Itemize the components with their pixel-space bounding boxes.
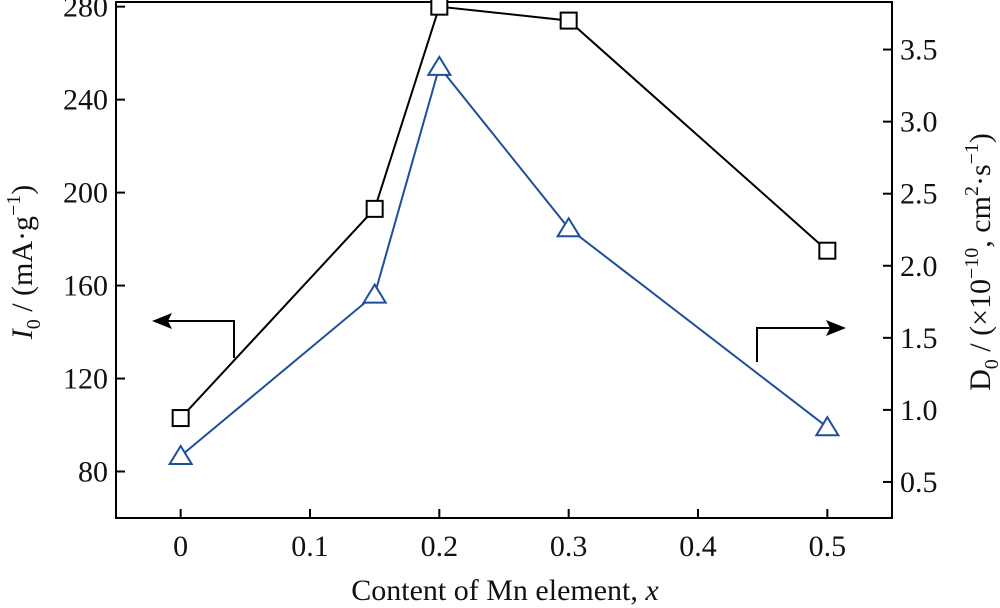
arrow-right-line <box>756 327 830 362</box>
y-left-sub: 0 <box>23 319 45 329</box>
series-1 <box>171 0 837 428</box>
y-left-tick-label: 200 <box>63 177 108 210</box>
data-point-triangle <box>361 282 388 304</box>
y-left-sup: −1 <box>3 195 25 216</box>
x-axis-title: Content of Mn element, x <box>351 574 659 607</box>
y-right-b: , cm <box>964 196 997 248</box>
x-axis-title-var: x <box>644 574 659 607</box>
y-axis-left-title: I0 / (mA·g−1) <box>3 185 45 341</box>
y-right-sup1: −10 <box>961 248 983 279</box>
plot-border <box>115 1 893 519</box>
y-right-tick-label: 1.5 <box>900 322 938 355</box>
y-axis-left: 80 120 160 200 240 280 <box>63 0 125 489</box>
y-right-c: ·s <box>964 164 997 186</box>
arrow-left-head <box>152 313 172 329</box>
series-2 <box>167 54 841 466</box>
y-right-d: ) <box>964 133 997 143</box>
x-tick-label: 0.1 <box>291 530 329 563</box>
x-axis-title-main: Content of Mn element, <box>351 574 645 607</box>
data-point-square <box>171 409 190 428</box>
y-right-sup3: −1 <box>961 143 983 164</box>
y-right-tick-label: 2.5 <box>900 178 938 211</box>
plot-frame <box>115 1 893 519</box>
arrow-right-head <box>826 320 846 336</box>
data-point-square <box>365 199 384 218</box>
data-point-square <box>430 0 449 16</box>
y-left-sym: I <box>6 327 39 340</box>
data-point-square <box>818 241 837 260</box>
y-left-tick-label: 280 <box>63 0 108 24</box>
annotations <box>152 313 846 362</box>
data-point-triangle <box>814 415 841 437</box>
y-right-tick-label: 3.0 <box>900 106 938 139</box>
data-point-triangle <box>426 54 453 76</box>
data-point-triangle <box>555 216 582 238</box>
y-right-tick-label: 3.5 <box>900 34 938 67</box>
y-axis-right-title: D0 / (×10−10, cm2·s−1) <box>961 133 1000 391</box>
series-line <box>179 5 828 419</box>
y-right-sym: D <box>964 369 997 391</box>
y-left-tick-label: 160 <box>63 270 108 303</box>
series-layer <box>167 0 841 466</box>
y-right-a: / (×10 <box>964 279 997 359</box>
x-tick-label: 0 <box>173 530 188 563</box>
data-point-triangle <box>167 444 194 466</box>
y-right-tick-label: 2.0 <box>900 250 938 283</box>
series-line <box>180 64 828 457</box>
y-right-tick-label: 1.0 <box>900 394 938 427</box>
y-left-tick-label: 120 <box>63 363 108 396</box>
y-left-unit: / (mA·g <box>6 216 39 319</box>
x-tick-label: 0.4 <box>679 530 717 563</box>
y-right-tick-label: 0.5 <box>900 466 938 499</box>
x-tick-label: 0.3 <box>550 530 588 563</box>
x-axis: 0 0.1 0.2 0.3 0.4 0.5 <box>173 509 846 563</box>
x-tick-label: 0.5 <box>809 530 847 563</box>
data-point-square <box>559 11 578 30</box>
y-axis-right: 0.5 1.0 1.5 2.0 2.5 3.0 3.5 <box>883 34 938 499</box>
arrow-left-line <box>168 320 235 358</box>
y-right-sup2: 2 <box>961 186 983 196</box>
y-left-tick-label: 240 <box>63 84 108 117</box>
y-left-tick-label: 80 <box>78 456 108 489</box>
x-tick-label: 0.2 <box>421 530 459 563</box>
y-left-close: ) <box>6 185 39 195</box>
y-right-sub: 0 <box>981 359 1000 369</box>
